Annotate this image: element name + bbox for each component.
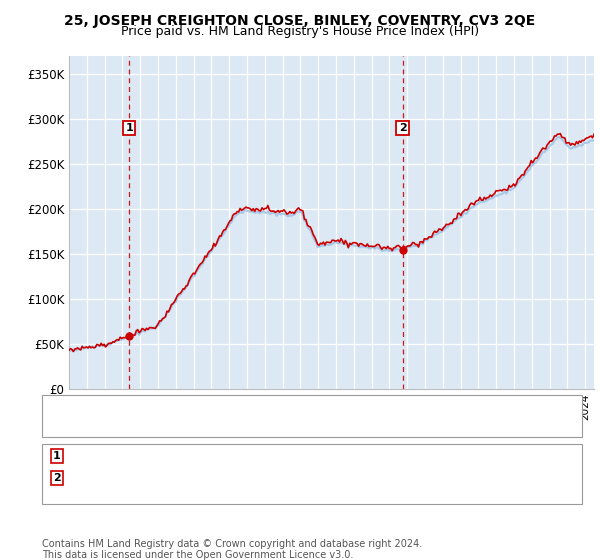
Text: 1: 1 [53,451,61,461]
Text: 1: 1 [125,123,133,133]
Text: 02-OCT-2013: 02-OCT-2013 [93,472,170,485]
Text: ≈ HPI: ≈ HPI [414,472,447,485]
Text: Contains HM Land Registry data © Crown copyright and database right 2024.
This d: Contains HM Land Registry data © Crown c… [42,539,422,560]
Text: 25, JOSEPH CREIGHTON CLOSE, BINLEY, COVENTRY, CV3 2QE: 25, JOSEPH CREIGHTON CLOSE, BINLEY, COVE… [64,14,536,28]
Text: Price paid vs. HM Land Registry's House Price Index (HPI): Price paid vs. HM Land Registry's House … [121,25,479,38]
Text: £59,000: £59,000 [270,449,318,463]
Text: 10% ↑ HPI: 10% ↑ HPI [414,449,476,463]
Text: 2: 2 [53,473,61,483]
Text: 29-MAY-1998: 29-MAY-1998 [93,449,170,463]
Text: HPI: Average price, semi-detached house, Coventry: HPI: Average price, semi-detached house,… [81,419,363,430]
Text: £155,000: £155,000 [270,472,326,485]
Text: 2: 2 [399,123,407,133]
Text: 25, JOSEPH CREIGHTON CLOSE, BINLEY, COVENTRY, CV3 2QE (semi-detached house): 25, JOSEPH CREIGHTON CLOSE, BINLEY, COVE… [81,402,546,412]
